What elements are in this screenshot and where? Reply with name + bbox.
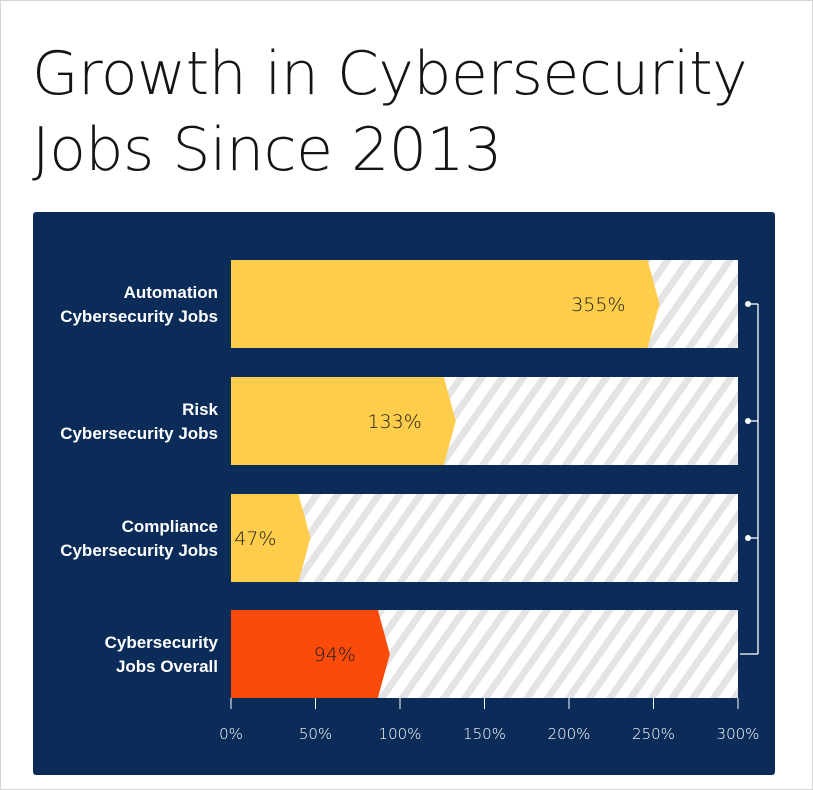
chart-title: Growth in Cybersecurity Jobs Since 2013 [32,36,802,188]
bar-1 [231,377,456,465]
category-label-3-0: Cybersecurity [105,633,219,652]
x-tick-label-3: 150% [463,725,506,743]
data-label-2: 47% [234,528,276,550]
bar-chart: 355% Automation Cybersecurity Jobs 133% Risk… [60,260,760,743]
chart-panel: 355% Automation Cybersecurity Jobs 133% Risk… [33,212,775,775]
category-label-0-1: Cybersecurity Jobs [60,307,218,326]
chart-title-line-1: Growth in Cybersecurity [32,39,748,109]
category-label-2-1: Cybersecurity Jobs [60,541,218,560]
x-tick-label-4: 200% [548,725,591,743]
x-tick-label-6: 300% [717,725,760,743]
category-label-1-0: Risk [182,400,218,419]
data-label-3: 94% [314,644,356,666]
x-tick-label-5: 250% [632,725,675,743]
data-label-1: 133% [367,411,421,433]
category-label-1-1: Cybersecurity Jobs [60,424,218,443]
x-tick-label-1: 50% [299,725,332,743]
category-label-3-1: Jobs Overall [116,657,218,676]
category-label-2-0: Compliance [122,517,218,536]
bracket-dot-0 [745,301,751,307]
bar-3 [231,610,390,698]
bar-track-2 [231,494,738,582]
x-tick-label-0: 0% [219,725,243,743]
bracket-dot-2 [745,535,751,541]
x-tick-label-2: 100% [379,725,422,743]
bracket-dot-1 [745,418,751,424]
bar-2 [231,494,311,582]
bar-0 [231,260,660,348]
data-label-0: 355% [571,294,625,316]
category-label-0-0: Automation [124,283,218,302]
chart-title-line-2: Jobs Since 2013 [32,115,502,185]
